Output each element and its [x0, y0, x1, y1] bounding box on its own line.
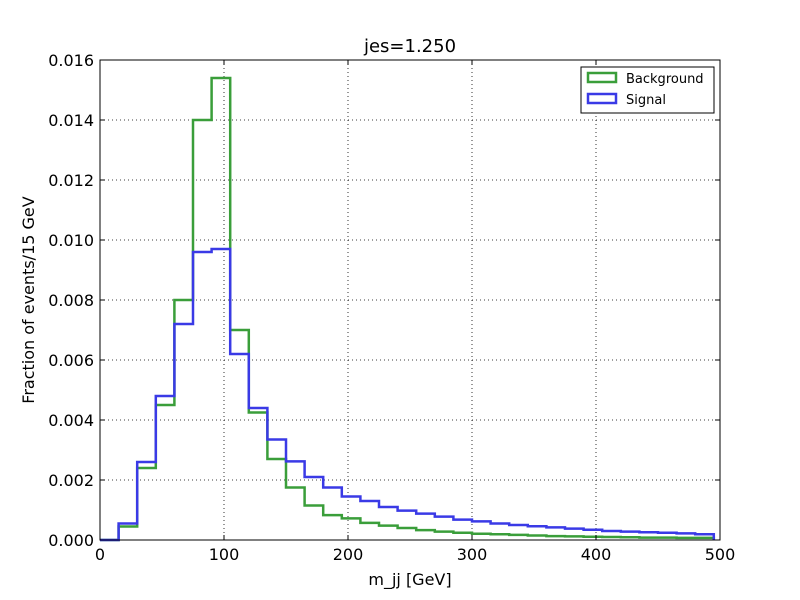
series-background-line — [100, 76, 716, 542]
legend-label-background: Background — [626, 72, 704, 87]
legend-swatch-background — [586, 71, 618, 84]
plot-frame — [99, 59, 721, 541]
chart-title: jes=1.250 — [363, 36, 456, 57]
axis-ticks: 0 100 200 300 400 500 0.000 0.002 0.004 0.006 0.00… — [48, 51, 735, 564]
y-tick-label: 0.014 — [48, 111, 94, 130]
grid-lines — [100, 60, 720, 540]
x-tick-label: 100 — [209, 545, 240, 564]
y-tick-label: 0.002 — [48, 471, 94, 490]
y-axis-title: Fraction of events/15 GeV — [19, 196, 38, 403]
series-lines — [100, 76, 716, 542]
x-tick-label: 400 — [581, 545, 612, 564]
y-tick-label: 0.016 — [48, 51, 94, 70]
y-tick-label: 0.006 — [48, 351, 94, 370]
y-tick-label: 0.004 — [48, 411, 94, 430]
y-tick-label: 0.000 — [48, 531, 94, 550]
legend: Background Signal — [580, 66, 715, 114]
y-tick-label: 0.010 — [48, 231, 94, 250]
series-signal-line — [100, 247, 716, 542]
x-tick-label: 200 — [333, 545, 364, 564]
x-tick-label: 0 — [95, 545, 105, 564]
x-tick-label: 300 — [457, 545, 488, 564]
x-tick-label: 500 — [705, 545, 736, 564]
y-tick-label: 0.008 — [48, 291, 94, 310]
legend-box — [580, 66, 715, 114]
y-tick-label: 0.012 — [48, 171, 94, 190]
legend-swatch-signal — [586, 92, 618, 105]
legend-label-signal: Signal — [626, 93, 666, 108]
x-axis-title: m_jj [GeV] — [368, 570, 451, 590]
